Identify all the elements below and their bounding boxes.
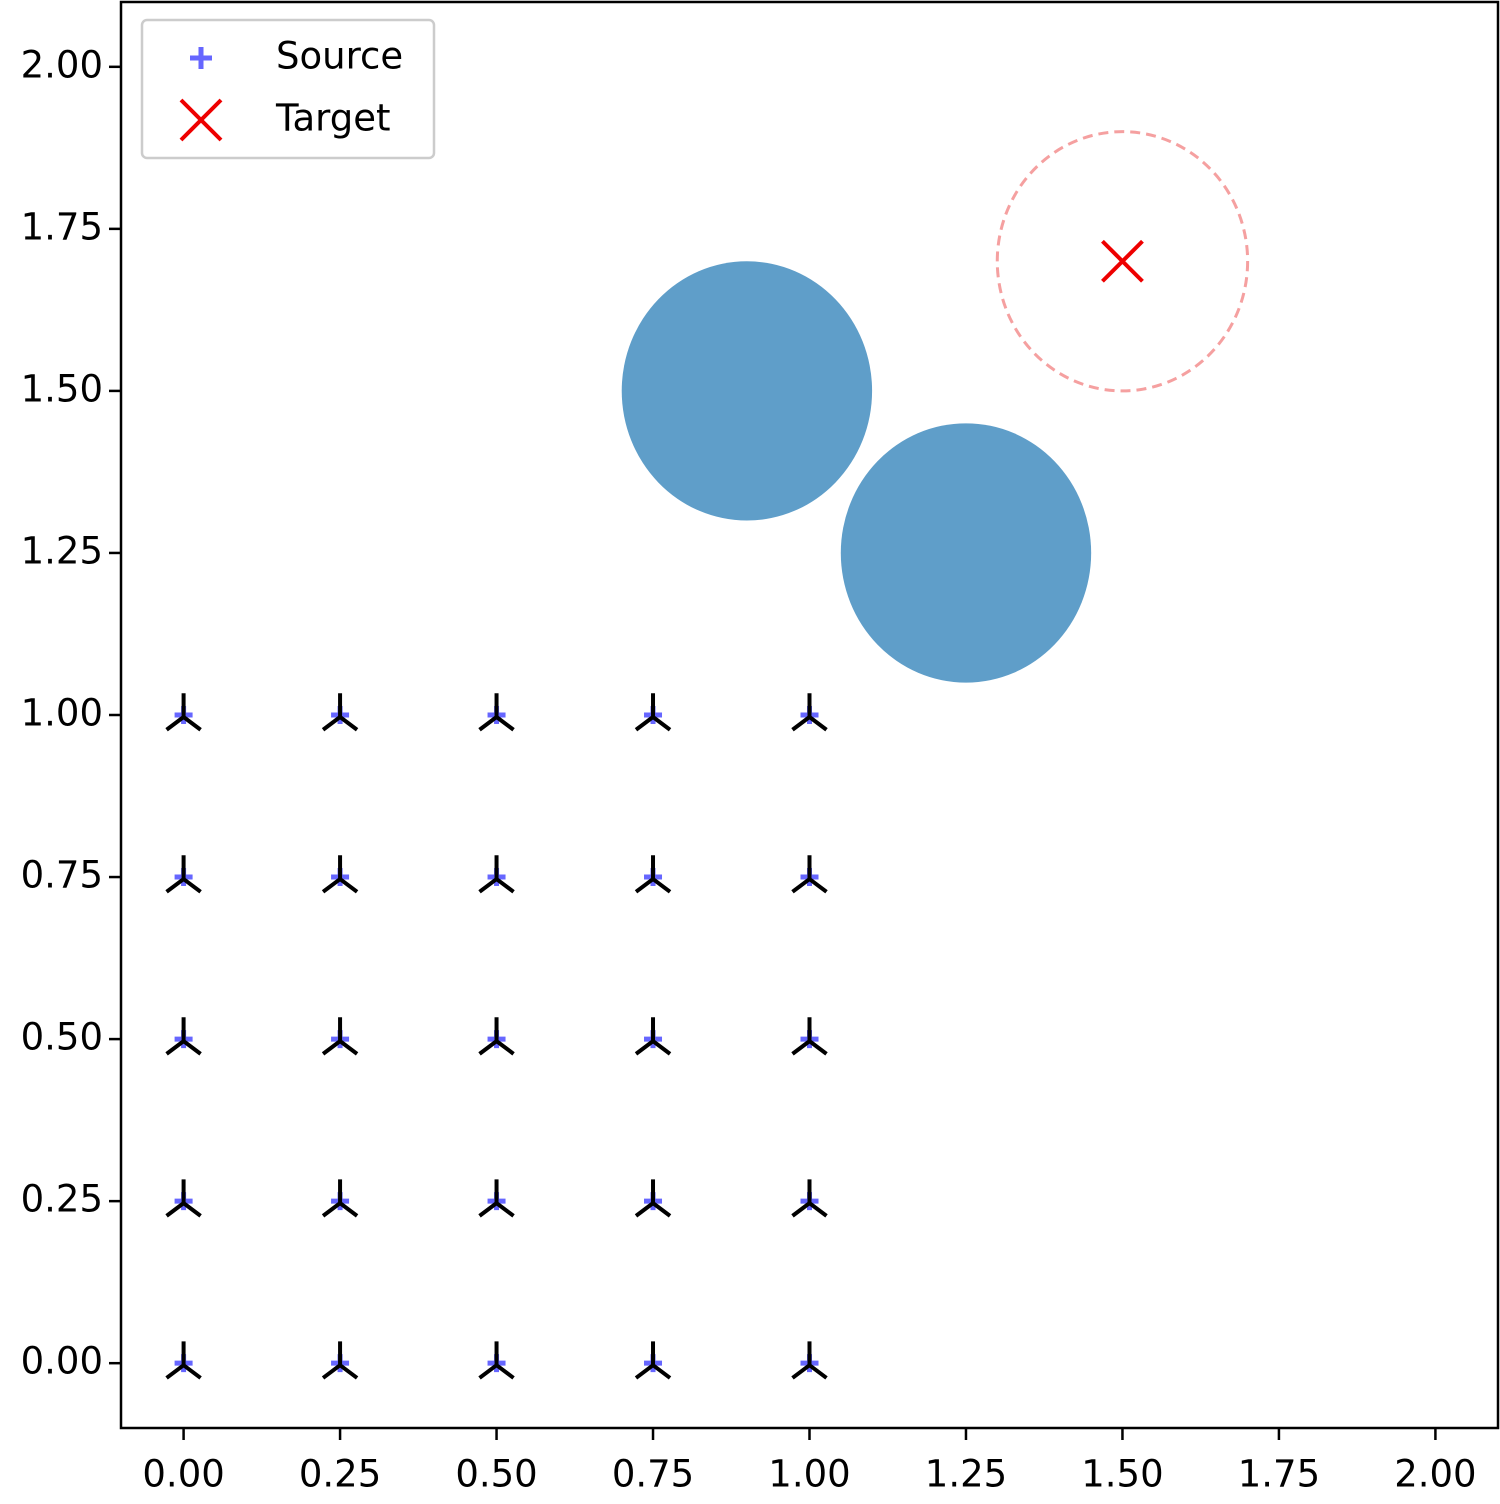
y-tick-label: 1.75 xyxy=(21,205,103,248)
point xyxy=(791,693,828,732)
point xyxy=(321,693,359,732)
y-tick-label: 0.00 xyxy=(21,1340,103,1383)
point xyxy=(634,855,672,894)
x-tick-label: 0.50 xyxy=(455,1453,537,1496)
point xyxy=(478,855,515,894)
legend-marker xyxy=(190,47,212,69)
point xyxy=(321,1179,359,1218)
y-tick-label: 0.25 xyxy=(21,1178,103,1221)
target-region xyxy=(995,130,1250,393)
point xyxy=(321,1341,359,1380)
point xyxy=(478,1017,515,1056)
point xyxy=(478,1341,515,1380)
point xyxy=(634,1179,672,1218)
y-tick-label: 1.25 xyxy=(21,529,103,572)
obstacle xyxy=(840,423,1092,683)
point xyxy=(478,1179,515,1218)
legend-box xyxy=(140,18,436,160)
point xyxy=(478,693,515,732)
point xyxy=(321,855,359,894)
point xyxy=(165,1017,202,1056)
legend-marker xyxy=(179,98,223,142)
legend-label: Target xyxy=(275,97,390,140)
x-tick-label: 1.25 xyxy=(925,1453,1007,1496)
x-tick-label: 1.75 xyxy=(1238,1453,1320,1496)
obstacle xyxy=(621,261,873,521)
y-tick-label: 0.75 xyxy=(21,854,103,897)
point xyxy=(634,1017,672,1056)
point xyxy=(634,1341,672,1380)
legend-label: Source xyxy=(276,35,403,78)
legend: Source Target xyxy=(140,18,436,160)
y-tick-label: 2.00 xyxy=(21,43,103,86)
x-tick-label: 0.75 xyxy=(612,1453,694,1496)
point xyxy=(165,693,202,732)
y-tick-label: 1.50 xyxy=(21,367,103,410)
y-tick-label: 0.50 xyxy=(21,1016,103,1059)
x-tick-label: 0.00 xyxy=(142,1453,224,1496)
point xyxy=(321,1017,359,1056)
x-tick-label: 0.25 xyxy=(299,1453,381,1496)
point xyxy=(791,855,828,894)
x-tick-label: 2.00 xyxy=(1394,1453,1476,1496)
point xyxy=(634,693,672,732)
point xyxy=(165,1179,202,1218)
point xyxy=(791,1179,828,1218)
x-tick-label: 1.50 xyxy=(1081,1453,1163,1496)
point xyxy=(165,1341,202,1380)
y-tick-label: 1.00 xyxy=(21,692,103,735)
point xyxy=(1101,239,1144,283)
point xyxy=(791,1341,828,1380)
point xyxy=(791,1017,828,1056)
x-tick-label: 1.00 xyxy=(768,1453,850,1496)
point xyxy=(165,855,202,894)
